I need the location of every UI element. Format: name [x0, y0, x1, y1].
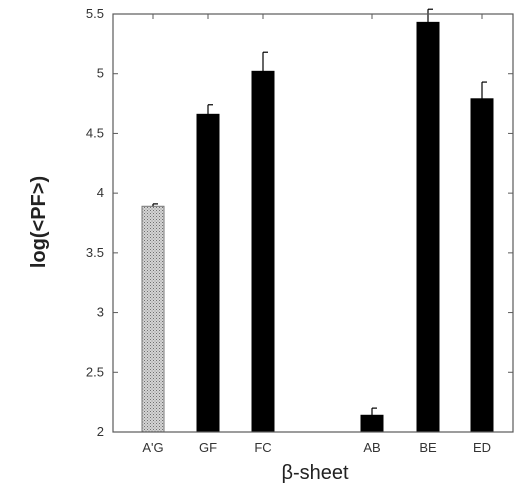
- plot-area: 2 2.5 3 3.5 4 4.5 5 5.5 A'G GF FC AB BE ED: [86, 6, 513, 455]
- x-tick-label: ED: [473, 440, 491, 455]
- bar: [251, 70, 275, 433]
- bar: [141, 205, 165, 433]
- bar: [196, 113, 220, 433]
- x-tick-label: GF: [199, 440, 217, 455]
- y-tick-label: 2: [97, 424, 104, 439]
- y-tick-label: 5.5: [86, 6, 104, 21]
- y-tick-label: 4: [97, 185, 104, 200]
- y-tick-label: 5: [97, 66, 104, 81]
- x-tick-label: FC: [254, 440, 271, 455]
- x-tick-label: A'G: [142, 440, 163, 455]
- y-tick-label: 4.5: [86, 125, 104, 140]
- bar: [416, 21, 440, 433]
- x-axis-title: β-sheet: [281, 462, 349, 484]
- x-tick-label: AB: [363, 440, 380, 455]
- bar: [360, 414, 384, 433]
- plot-frame: [112, 13, 514, 433]
- y-tick-label: 3.5: [86, 245, 104, 260]
- y-tick-label: 3: [97, 305, 104, 320]
- y-tick-label: 2.5: [86, 364, 104, 379]
- x-tick-label: BE: [419, 440, 437, 455]
- y-axis-title: log(<PF>): [28, 176, 50, 268]
- bar: [470, 98, 494, 433]
